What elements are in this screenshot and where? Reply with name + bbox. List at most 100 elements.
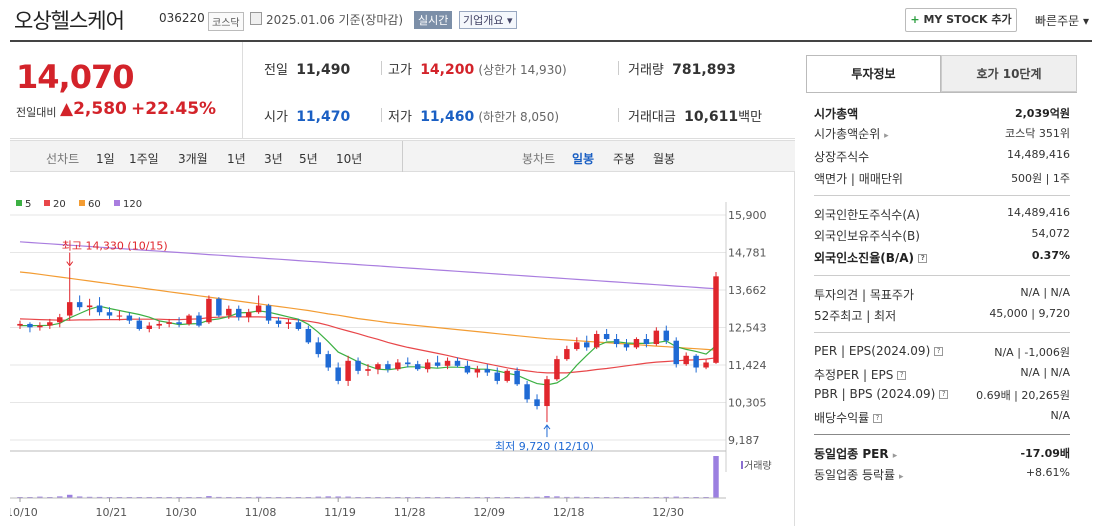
volume-label: 거래량 [628,63,664,78]
amount-unit: 백만 [738,110,763,125]
open-label: 시가 [264,110,288,125]
candle-body [504,370,510,381]
period-1d[interactable]: 1일 [96,152,115,166]
foreign-holding-label: 외국인보유주식수(B) [814,229,920,243]
help-icon[interactable]: ? [939,390,949,399]
par-label: 액면가 | 매매단위 [814,172,903,186]
sector-per-row[interactable]: 동일업종 PER ▸ -17.09배 [814,445,1070,463]
candle-body [176,322,182,324]
market-cap-value: 2,039억원 [1014,107,1070,120]
change-label: 전일대비 [16,106,57,119]
company-overview-dropdown[interactable]: 기업개요 ▾ [459,11,517,29]
high-label: 고가 [388,63,412,78]
legend-label: 20 [53,199,66,210]
candle-body [27,323,33,328]
sector-change-row[interactable]: 동일업종 등락률 ▸ +8.61% [814,466,1070,484]
y-tick-label: 11,424 [728,359,767,372]
candle-body [673,340,679,365]
legend-label: 60 [88,199,101,210]
divider [381,61,382,75]
candle-body [603,333,610,340]
market-cap-rank-row[interactable]: 시가총액순위 ▸ 코스닥 351위 [814,125,1070,143]
low-price: 저가 11,460 (하한가 8,050) [388,106,559,125]
add-my-stock-button[interactable]: + MY STOCK 추가 [905,8,1017,32]
chevron-down-icon: ▾ [1083,14,1090,28]
period-10y[interactable]: 10년 [336,152,363,166]
sector-change-label: 동일업종 등락률 [814,468,896,482]
candle-body [47,322,53,326]
divider [618,61,619,75]
candle-body [57,317,63,323]
tab-order-book[interactable]: 호가 10단계 [941,55,1077,92]
candle-body [693,355,699,368]
trade-amount: 거래대금 10,611백만 [628,106,762,125]
candle-daily[interactable]: 일봉 [572,152,595,166]
low-value: 11,460 [420,109,475,125]
opinion-value: N/A | N/A [1020,286,1070,299]
quick-order-dropdown[interactable]: 빠른주문 ▾ [1035,12,1089,29]
candle-body [613,339,620,345]
candle-body [564,349,570,360]
help-icon[interactable]: ? [918,254,928,263]
y-tick-label: 9,187 [728,434,760,447]
volume-bar [96,496,103,498]
foreign-holding-value: 54,072 [1031,227,1071,240]
volume-bar [76,496,83,498]
help-icon[interactable]: ? [897,371,907,380]
y-tick-label: 15,900 [728,209,767,222]
candle-body [186,315,192,324]
candle-body [315,342,322,355]
amount-value: 10,611 [684,109,739,125]
candle-body [713,276,719,363]
candle-chart-label: 봉차트 [522,152,556,166]
candle-monthly[interactable]: 월봉 [653,152,676,166]
candle-body [494,372,500,381]
period-3y[interactable]: 3년 [264,152,283,166]
realtime-button[interactable]: 실시간 [414,11,453,29]
candle-body [116,315,123,317]
candle-body [534,399,540,407]
volume-bar [524,496,530,498]
header-divider [10,40,1092,42]
open-price: 시가 11,470 [264,106,350,125]
candle-body [584,342,590,348]
date-value: 2025.01.06 [266,13,335,27]
candle-body [593,333,600,348]
help-icon[interactable]: ? [873,414,883,423]
period-5y[interactable]: 5년 [299,152,318,166]
period-3m[interactable]: 3개월 [178,152,208,166]
legend-swatch [114,200,120,206]
price-change: ▲2,580 [60,99,127,119]
opinion-row: 투자의견 | 목표주가 N/A | N/A [814,286,1070,304]
price-chart-svg[interactable]: 5 20 60 120 15,900 14,781 13,662 12,543 11,424 10… [6,172,795,526]
shares-row: 상장주식수 14,489,416 [814,148,1070,166]
candle-body [66,302,73,316]
volume-value: 781,893 [672,62,736,78]
foreign-holding-row: 외국인보유주식수(B) 54,072 [814,227,1070,245]
candle-body [325,354,331,368]
per-label: PER | EPS(2024.09) [814,344,931,358]
foreign-ratio-row: 외국인소진율(B/A) ? 0.37% [814,249,1070,267]
volume-bar [564,496,570,498]
volume-bar [673,496,679,498]
prev-close-label: 전일 [264,63,288,78]
candle-weekly[interactable]: 주봉 [613,152,636,166]
period-1w[interactable]: 1주일 [129,152,159,166]
max-arrow-head [66,261,74,267]
candle-body [275,320,282,324]
quote-date: 2025.01.06 기준(장마감) [266,11,403,28]
help-icon[interactable]: ? [934,347,944,356]
high-price: 고가 14,200 (상한가 14,930) [388,59,567,78]
volume-bar [57,496,63,498]
quote-grid [243,42,795,139]
market-badge: 코스닥 [208,12,244,31]
candle-body [245,312,252,318]
ma20-line [19,316,717,374]
divider [814,275,1070,276]
plus-icon: + [910,13,920,26]
stock-chart[interactable]: 5 20 60 120 15,900 14,781 13,662 12,543 11,424 10… [6,172,795,526]
period-1y[interactable]: 1년 [227,152,246,166]
min-arrow-head [543,424,551,430]
chevron-right-icon: ▸ [898,472,904,482]
tab-investment-info[interactable]: 투자정보 [806,55,941,92]
